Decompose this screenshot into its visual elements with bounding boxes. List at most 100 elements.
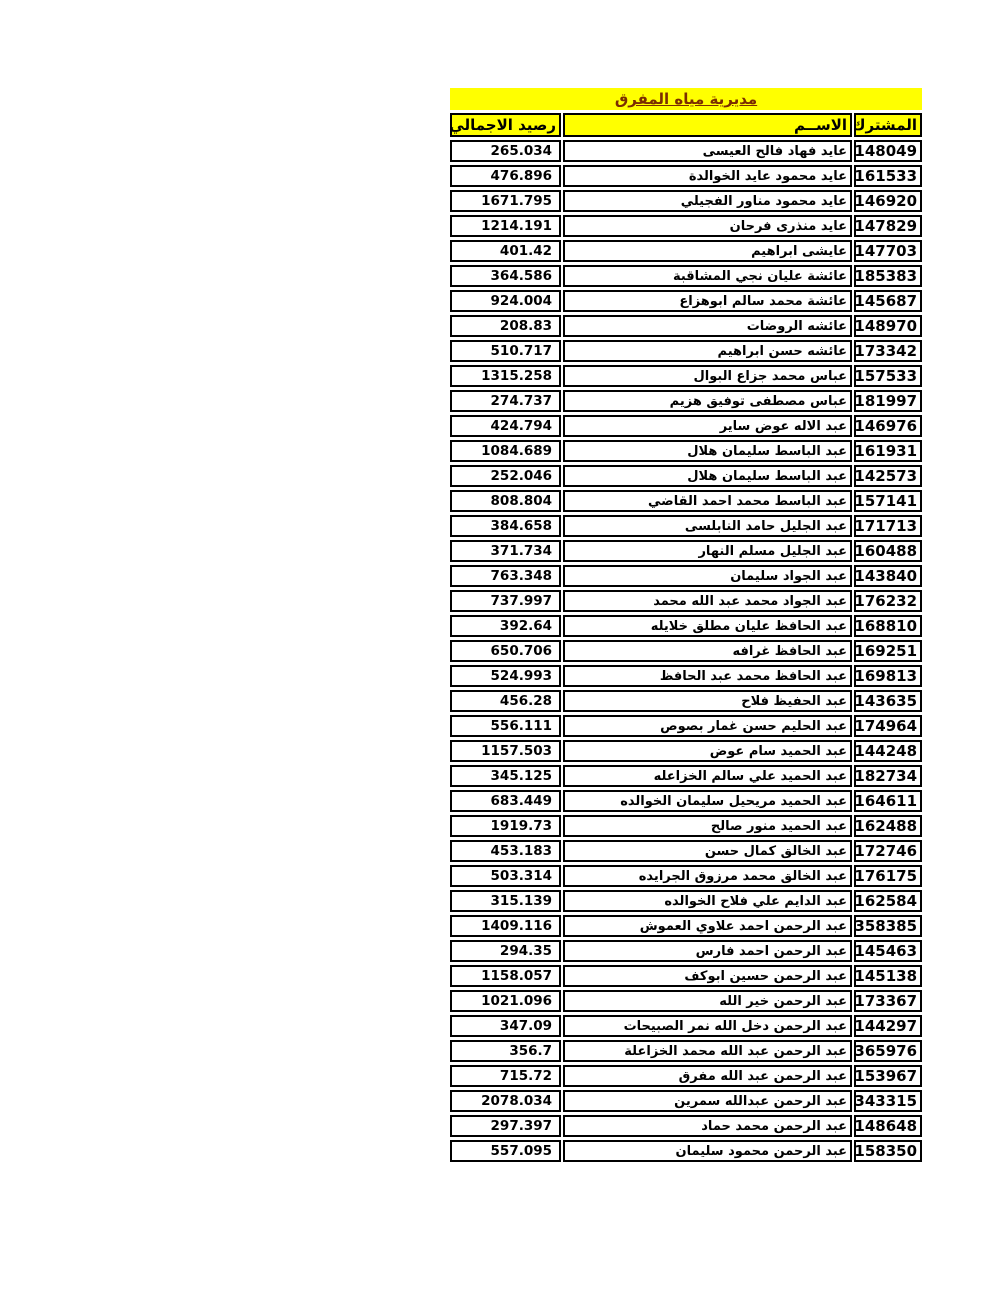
subscriber-name-cell: عبد الدايم علي فلاح الخوالده: [563, 890, 853, 912]
table-row: 158350 عبد الرحمن محمود سليمان 557.095: [450, 1140, 923, 1162]
balance-cell: 456.28: [450, 690, 562, 712]
table-row: 172746 عبد الخالق كمال حسن 453.183: [450, 840, 923, 862]
subscriber-id-cell: 182734: [854, 765, 923, 787]
table-row: 146976 عبد الاله عوض ساير 424.794: [450, 415, 923, 437]
balance-cell: 737.997: [450, 590, 562, 612]
balance-cell: 524.993: [450, 665, 562, 687]
col-header-name: الاســم: [563, 113, 853, 137]
subscriber-id-cell: 148970: [854, 315, 923, 337]
balance-cell: 384.658: [450, 515, 562, 537]
balance-cell: 356.7: [450, 1040, 562, 1062]
table-row: 145687 عائشة محمد سالم ابوهزاع 924.004: [450, 290, 923, 312]
subscriber-id-cell: 168810: [854, 615, 923, 637]
subscriber-name-cell: عبد الرحمن محمود سليمان: [563, 1140, 853, 1162]
table-row: 147703 عايشى ابراهيم 401.42: [450, 240, 923, 262]
subscriber-name-cell: عبد الجليل مسلم النهار: [563, 540, 853, 562]
subscriber-id-cell: 365976: [854, 1040, 923, 1062]
table-row: 161931 عبد الباسط سليمان هلال 1084.689: [450, 440, 923, 462]
subscriber-id-cell: 144297: [854, 1015, 923, 1037]
subscriber-name-cell: عبد الرحمن عبد الله مفرق: [563, 1065, 853, 1087]
subscriber-id-cell: 171713: [854, 515, 923, 537]
subscriber-name-cell: عبد الاله عوض ساير: [563, 415, 853, 437]
balance-cell: 274.737: [450, 390, 562, 412]
balance-cell: 208.83: [450, 315, 562, 337]
subscriber-name-cell: عبد الجواد محمد عبد الله محمد: [563, 590, 853, 612]
subscriber-name-cell: عبد الجواد سليمان: [563, 565, 853, 587]
subscriber-name-cell: عبد الباسط سليمان هلال: [563, 465, 853, 487]
subscriber-name-cell: عبد الرحمن عبد الله محمد الخزاعلة: [563, 1040, 853, 1062]
subscriber-id-cell: 157141: [854, 490, 923, 512]
table-row: 365976 عبد الرحمن عبد الله محمد الخزاعلة…: [450, 1040, 923, 1062]
subscriber-id-cell: 172746: [854, 840, 923, 862]
table-row: 182734 عبد الحميد علي سالم الخزاعله 345.…: [450, 765, 923, 787]
table-row: 157141 عبد الباسط محمد احمد القاضي 808.8…: [450, 490, 923, 512]
subscriber-name-cell: عبد الحميد سام عوض: [563, 740, 853, 762]
balance-cell: 364.586: [450, 265, 562, 287]
report-container: مديرية مياه المفرق المشترك الاســم رصيد …: [448, 85, 924, 1165]
balance-cell: 252.046: [450, 465, 562, 487]
balance-cell: 2078.034: [450, 1090, 562, 1112]
table-title-cell: مديرية مياه المفرق: [450, 88, 923, 110]
subscriber-name-cell: عبد الحميد منور صالح: [563, 815, 853, 837]
subscriber-id-cell: 145687: [854, 290, 923, 312]
subscriber-id-cell: 157533: [854, 365, 923, 387]
subscriber-name-cell: عبد الحافظ محمد عبد الحافظ: [563, 665, 853, 687]
subscriber-id-cell: 143635: [854, 690, 923, 712]
balance-cell: 1409.116: [450, 915, 562, 937]
subscriber-id-cell: 160488: [854, 540, 923, 562]
table-row: 174964 عبد الحليم حسن غمار بصوص 556.111: [450, 715, 923, 737]
subscriber-name-cell: عائشة محمد سالم ابوهزاع: [563, 290, 853, 312]
subscriber-id-cell: 161931: [854, 440, 923, 462]
subscriber-id-cell: 143840: [854, 565, 923, 587]
table-row: 343315 عبد الرحمن عبدالله سمرين 2078.034: [450, 1090, 923, 1112]
balance-cell: 763.348: [450, 565, 562, 587]
subscriber-name-cell: عبد الجليل حامد النابلسى: [563, 515, 853, 537]
table-body: 148049 عايد فهاد فالح العيسى 265.034 161…: [450, 140, 923, 1162]
balance-cell: 294.35: [450, 940, 562, 962]
subscriber-name-cell: عبد الرحمن عبدالله سمرين: [563, 1090, 853, 1112]
table-row: 148648 عبد الرحمن محمد حماد 297.397: [450, 1115, 923, 1137]
subscriber-name-cell: عائشه حسن ابراهيم: [563, 340, 853, 362]
subscriber-id-cell: 144248: [854, 740, 923, 762]
subscriber-name-cell: عبد الخالق كمال حسن: [563, 840, 853, 862]
table-row: 145138 عبد الرحمن حسين ابوكف 1158.057: [450, 965, 923, 987]
table-row: 176175 عبد الخالق محمد مرزوق الجرايده 50…: [450, 865, 923, 887]
subscriber-name-cell: عبد الحليم حسن غمار بصوص: [563, 715, 853, 737]
subscriber-id-cell: 169813: [854, 665, 923, 687]
subscriber-id-cell: 173342: [854, 340, 923, 362]
table-row: 145463 عبد الرحمن احمد فارس 294.35: [450, 940, 923, 962]
table-row: 173367 عبد الرحمن خير الله 1021.096: [450, 990, 923, 1012]
subscriber-name-cell: عباس مصطفى توفيق هزيم: [563, 390, 853, 412]
subscriber-name-cell: عبد الرحمن احمد علاوي العموش: [563, 915, 853, 937]
balance-cell: 808.804: [450, 490, 562, 512]
subscriber-id-cell: 145463: [854, 940, 923, 962]
balance-cell: 1919.73: [450, 815, 562, 837]
table-row: 168810 عبد الحافظ عليان مطلق خلايله 392.…: [450, 615, 923, 637]
subscriber-id-cell: 142573: [854, 465, 923, 487]
balance-cell: 557.095: [450, 1140, 562, 1162]
subscriber-id-cell: 162584: [854, 890, 923, 912]
subscriber-id-cell: 146976: [854, 415, 923, 437]
table-row: 162488 عبد الحميد منور صالح 1919.73: [450, 815, 923, 837]
table-row: 173342 عائشه حسن ابراهيم 510.717: [450, 340, 923, 362]
subscriber-name-cell: عبد الخالق محمد مرزوق الجرايده: [563, 865, 853, 887]
subscriber-name-cell: عبد الباسط محمد احمد القاضي: [563, 490, 853, 512]
subscriber-id-cell: 162488: [854, 815, 923, 837]
table-row: 162584 عبد الدايم علي فلاح الخوالده 315.…: [450, 890, 923, 912]
table-row: 146920 عايد محمود مناور الفجيلي 1671.795: [450, 190, 923, 212]
water-subscribers-table: مديرية مياه المفرق المشترك الاســم رصيد …: [448, 85, 924, 1165]
table-row: 143840 عبد الجواد سليمان 763.348: [450, 565, 923, 587]
subscriber-name-cell: عبد الحفيظ فلاح: [563, 690, 853, 712]
balance-cell: 1157.503: [450, 740, 562, 762]
balance-cell: 347.09: [450, 1015, 562, 1037]
table-row: 157533 عباس محمد جزاع البوال 1315.258: [450, 365, 923, 387]
table-row: 358385 عبد الرحمن احمد علاوي العموش 1409…: [450, 915, 923, 937]
subscriber-id-cell: 169251: [854, 640, 923, 662]
balance-cell: 1671.795: [450, 190, 562, 212]
subscriber-id-cell: 148049: [854, 140, 923, 162]
subscriber-id-cell: 176175: [854, 865, 923, 887]
subscriber-id-cell: 145138: [854, 965, 923, 987]
subscriber-name-cell: عبد الرحمن حسين ابوكف: [563, 965, 853, 987]
table-row: 176232 عبد الجواد محمد عبد الله محمد 737…: [450, 590, 923, 612]
